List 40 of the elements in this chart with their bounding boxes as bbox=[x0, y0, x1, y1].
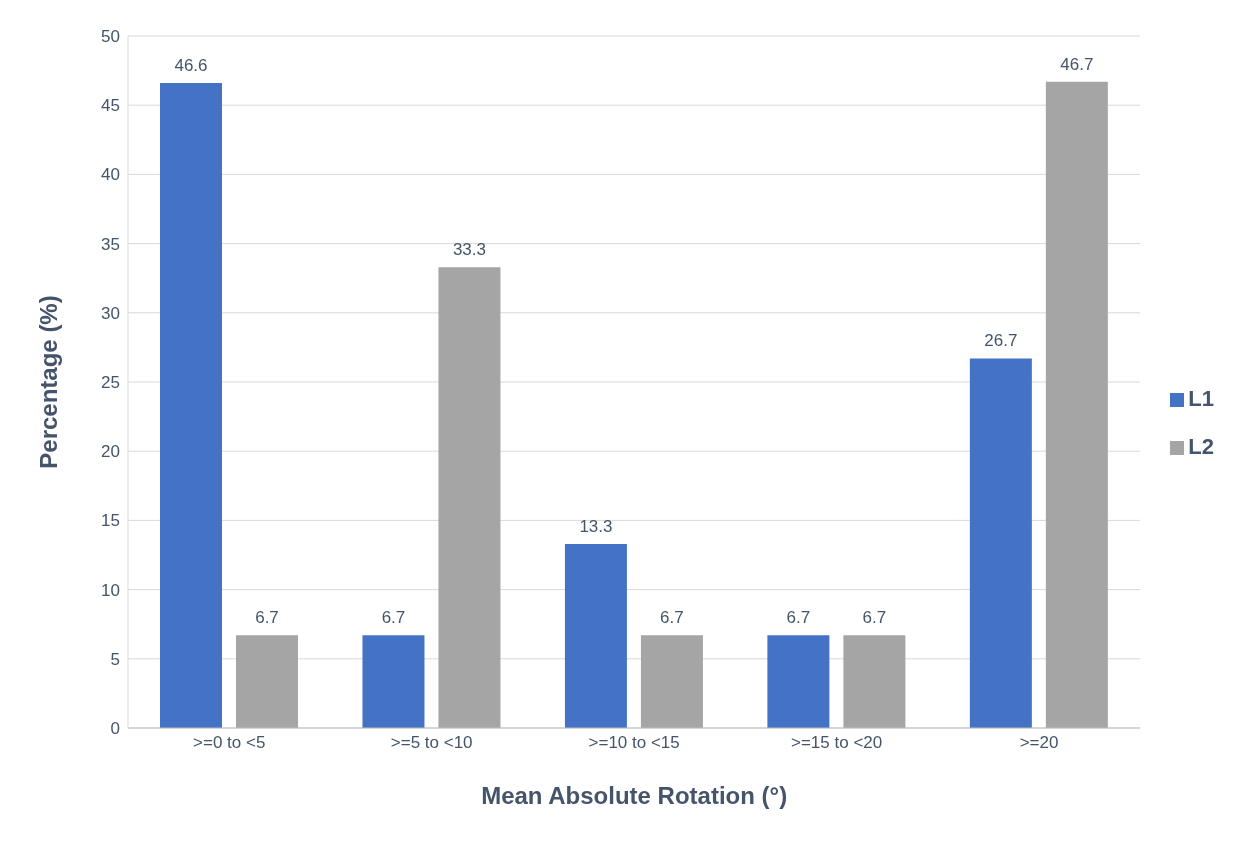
bar bbox=[236, 635, 298, 728]
data-label: 46.7 bbox=[1060, 54, 1094, 74]
data-label: 6.7 bbox=[660, 608, 684, 628]
y-tick-label: 45 bbox=[101, 96, 120, 116]
y-tick-label: 50 bbox=[101, 27, 120, 47]
y-tick-label: 10 bbox=[101, 580, 120, 600]
x-tick-label: >=0 to <5 bbox=[193, 733, 266, 753]
bar bbox=[640, 635, 703, 728]
bar bbox=[843, 635, 906, 728]
bar bbox=[1045, 81, 1108, 728]
x-tick-label: >=5 to <10 bbox=[390, 733, 473, 753]
y-tick-label: 40 bbox=[101, 165, 120, 185]
data-label: 6.7 bbox=[862, 608, 887, 628]
bar bbox=[160, 83, 222, 728]
data-label: 6.7 bbox=[786, 608, 811, 628]
data-label: 6.7 bbox=[381, 608, 406, 628]
x-tick-label: >=10 to <15 bbox=[588, 733, 680, 753]
bar bbox=[362, 635, 425, 728]
y-tick-label: 25 bbox=[101, 373, 120, 393]
y-tick-label: 5 bbox=[110, 649, 120, 669]
data-label: 33.3 bbox=[452, 240, 487, 260]
y-axis-title: Percentage (%) bbox=[34, 295, 62, 469]
y-tick-label: 20 bbox=[101, 442, 120, 462]
bar bbox=[564, 543, 627, 728]
x-axis-title: Mean Absolute Rotation (°) bbox=[481, 782, 788, 809]
y-tick-label: 35 bbox=[101, 234, 120, 254]
data-label: 13.3 bbox=[579, 516, 613, 536]
x-tick-label: >=20 bbox=[1019, 733, 1059, 753]
y-tick-label: 0 bbox=[110, 719, 120, 739]
data-label: 46.6 bbox=[174, 56, 208, 76]
bar bbox=[438, 267, 501, 728]
x-tick-label: >=15 to <20 bbox=[791, 733, 883, 753]
y-tick-label: 15 bbox=[101, 511, 120, 531]
bar bbox=[969, 358, 1032, 728]
data-label: 6.7 bbox=[255, 608, 279, 628]
bar bbox=[767, 635, 830, 728]
legend-label: L1 bbox=[1188, 386, 1214, 411]
legend-label: L2 bbox=[1188, 434, 1214, 459]
data-label: 26.7 bbox=[984, 331, 1018, 351]
y-tick-label: 30 bbox=[101, 303, 120, 323]
